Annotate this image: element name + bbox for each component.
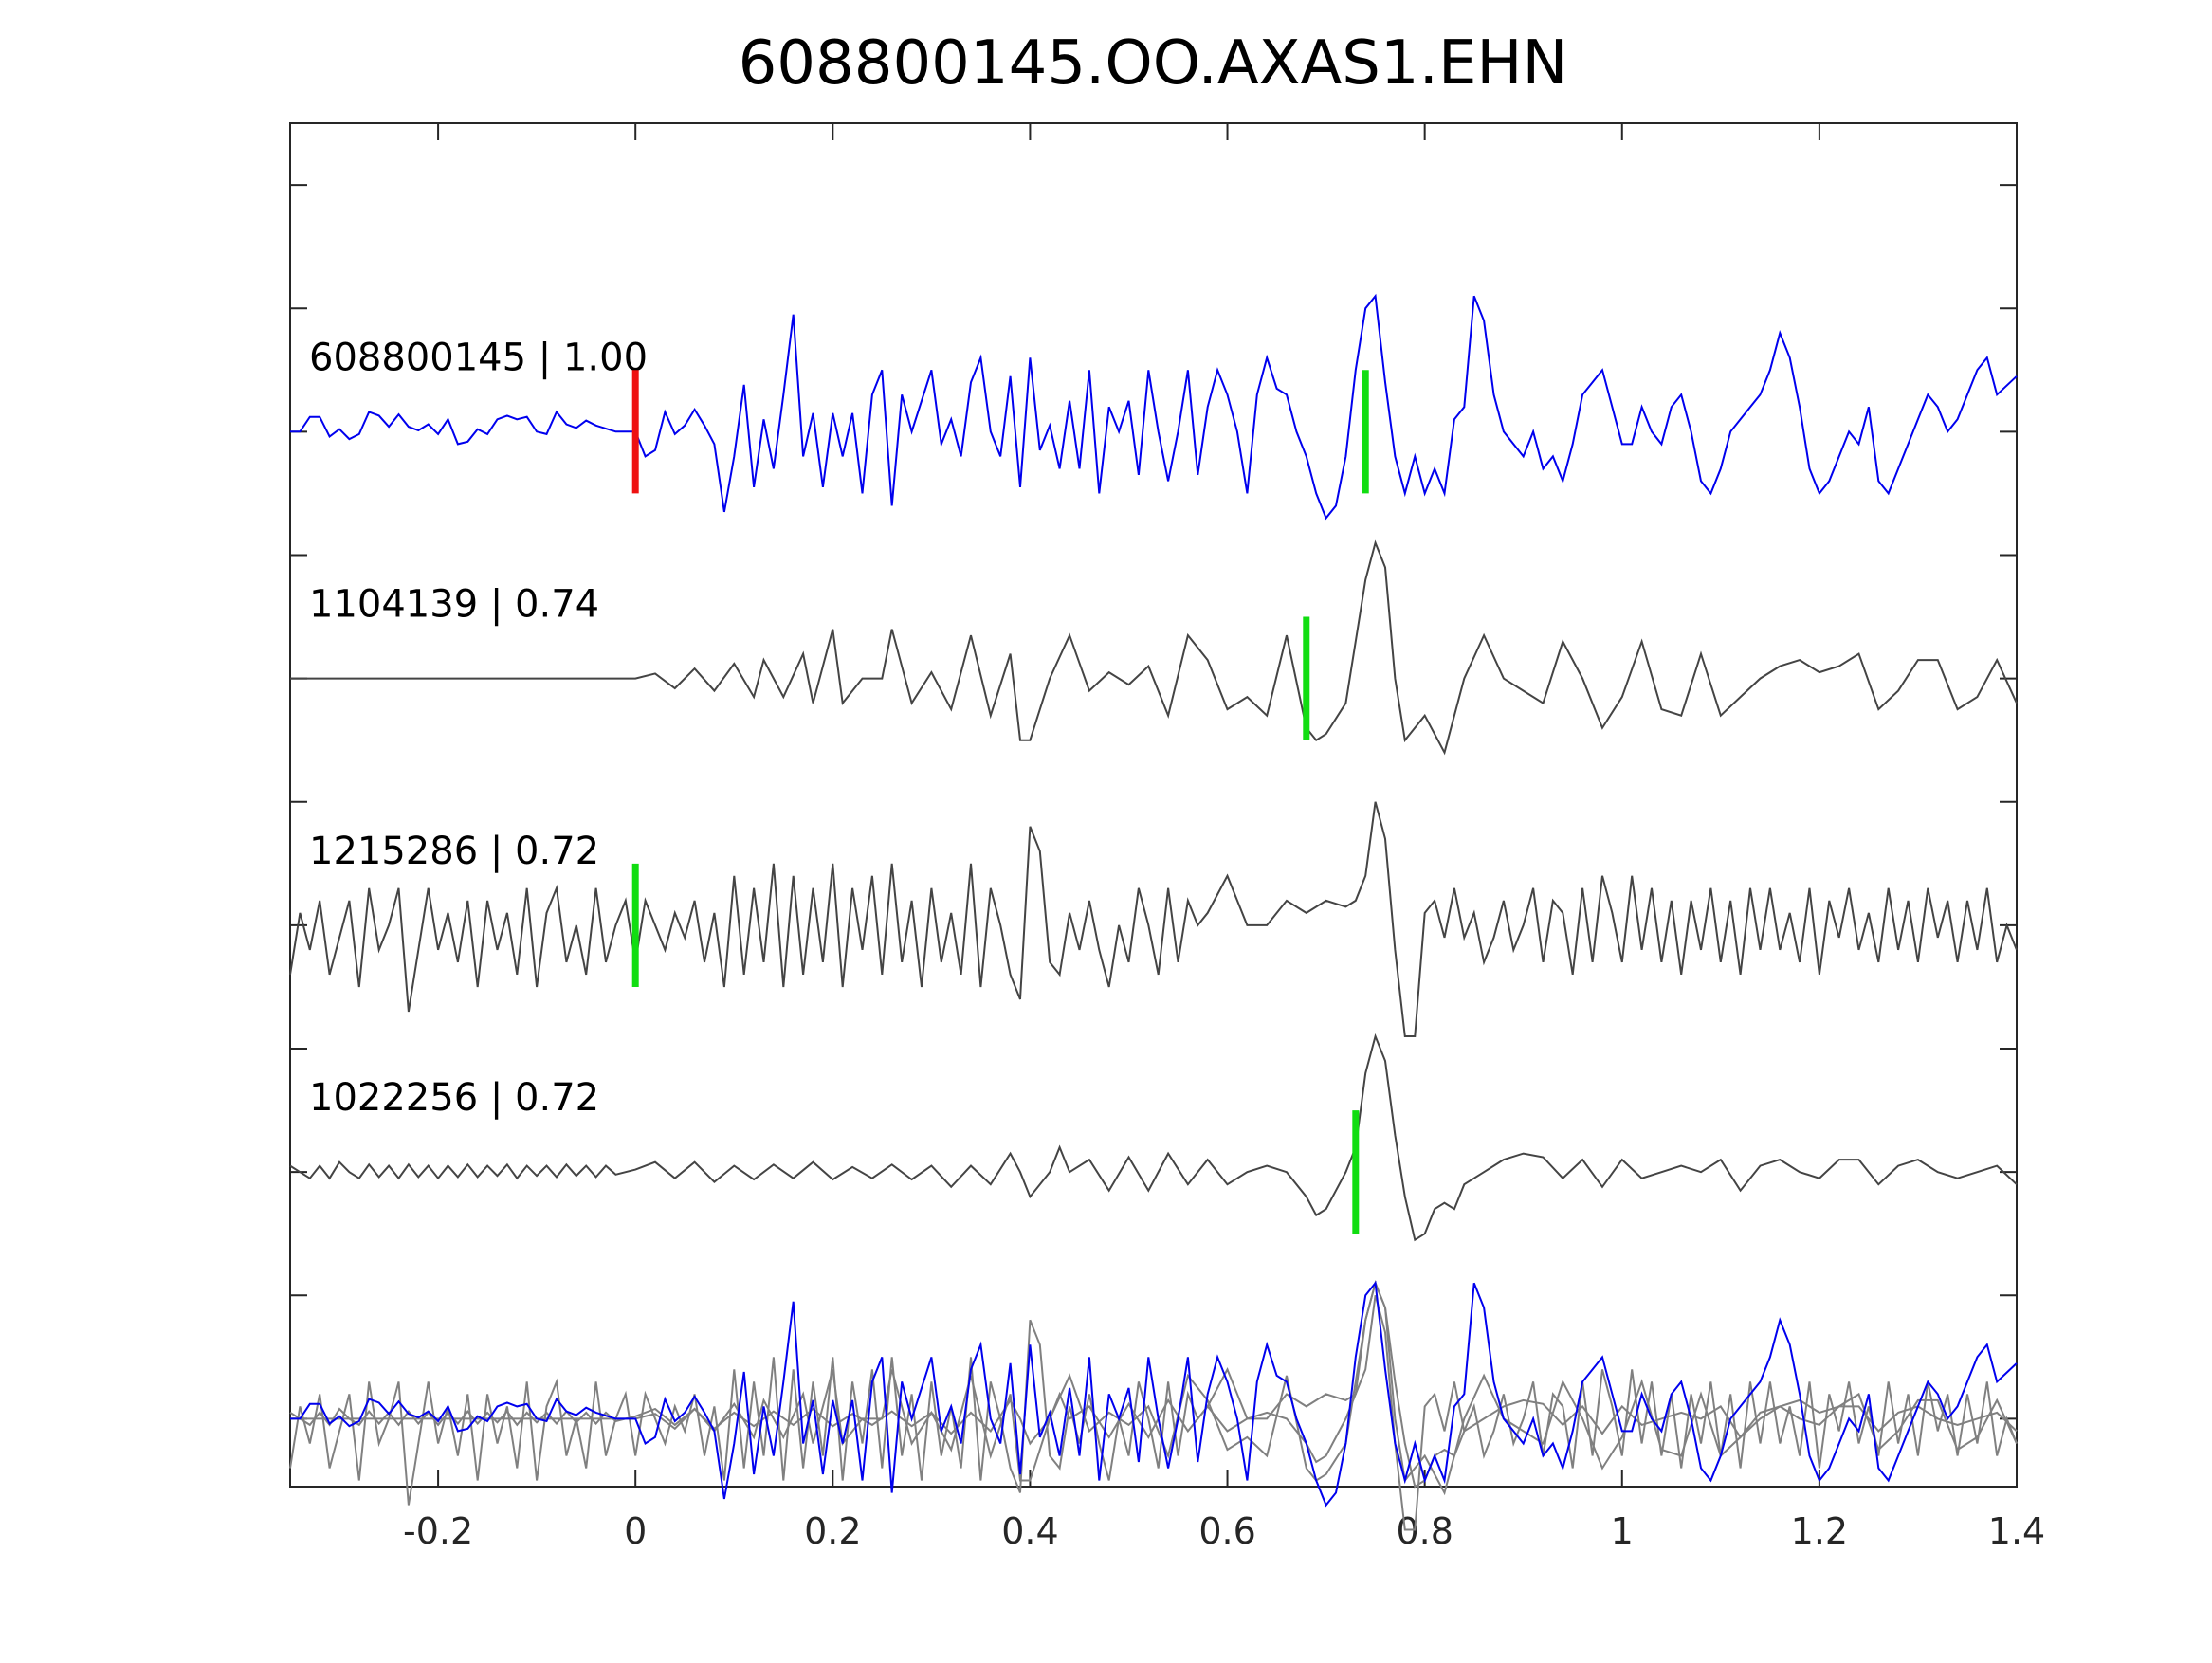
x-tick-label: 0.4	[1001, 1510, 1058, 1552]
trace-line	[289, 801, 2018, 1037]
x-tick-label: -0.2	[403, 1510, 473, 1552]
x-tick-label: 0	[624, 1510, 647, 1552]
x-tick-label: 1.2	[1791, 1510, 1848, 1552]
axes-frame	[289, 122, 2018, 1488]
trace-line	[290, 539, 2018, 756]
overlay-trace-line	[289, 1280, 2018, 1489]
x-tick-label: 0.2	[804, 1510, 861, 1552]
trace-label: 608800145 | 1.00	[309, 336, 648, 379]
trace-line	[290, 293, 2018, 521]
trace-line	[289, 1033, 2018, 1242]
x-tick-label: 1.4	[1988, 1510, 2045, 1552]
plot-area: -0.2 0 0.2 0.4 0.6 0.8 1 1.2 1.4 608800145 | 1.00…	[289, 122, 2045, 1552]
trace-label: 1215286 | 0.72	[309, 830, 599, 873]
x-tick-label: 0.6	[1198, 1510, 1255, 1552]
trace-label: 1022256 | 0.72	[309, 1076, 599, 1120]
chart-title: 608800145.OO.AXAS1.EHN	[739, 28, 1568, 99]
overlay-trace-line	[290, 1280, 2018, 1508]
trace-label: 1104139 | 0.74	[309, 583, 599, 627]
x-tick-label: 0.8	[1396, 1510, 1453, 1552]
overlay-trace-line	[290, 1280, 2018, 1496]
x-tick-label: 1	[1611, 1510, 1634, 1552]
